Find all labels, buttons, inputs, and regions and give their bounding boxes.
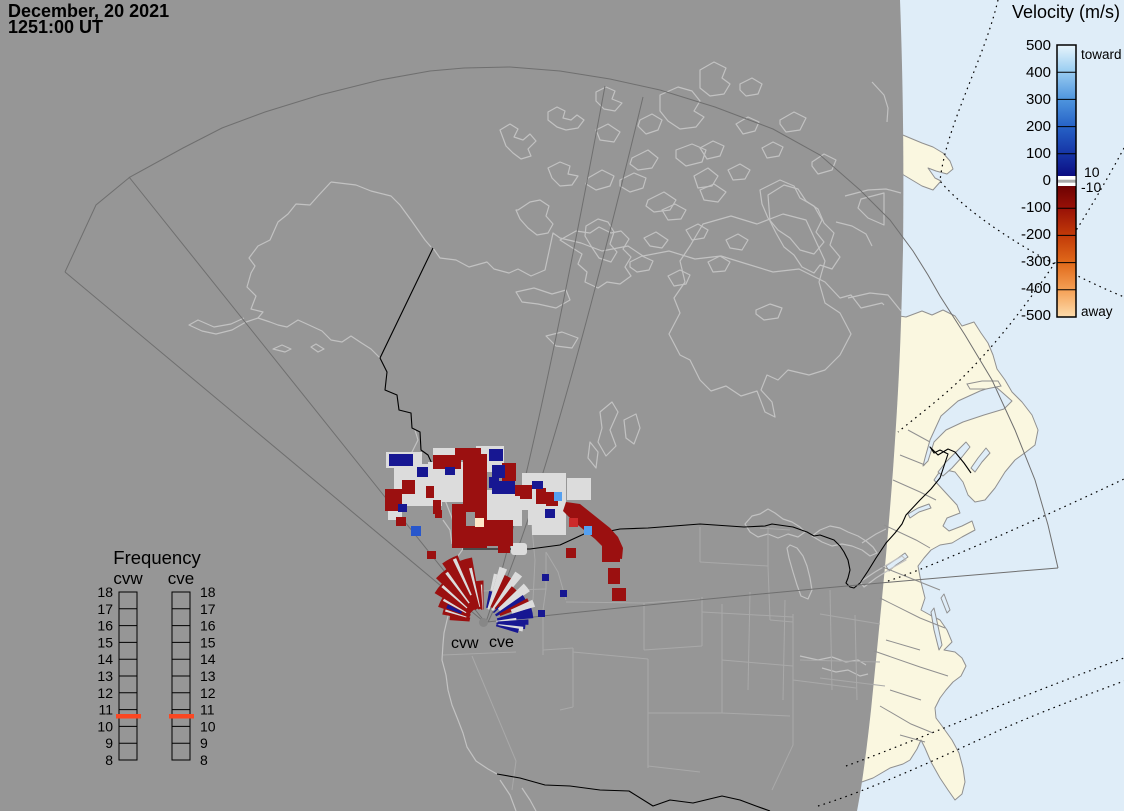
svg-text:18: 18 [200,584,216,600]
svg-text:-500: -500 [1021,307,1051,324]
svg-text:14: 14 [97,651,113,667]
svg-text:18: 18 [97,584,113,600]
svg-text:13: 13 [200,668,216,684]
svg-text:away: away [1081,304,1113,319]
svg-text:8: 8 [105,752,113,768]
svg-text:11: 11 [98,702,113,718]
svg-text:300: 300 [1026,91,1051,108]
svg-text:-300: -300 [1021,253,1051,270]
svg-text:cve: cve [168,569,194,588]
svg-text:200: 200 [1026,118,1051,135]
svg-text:9: 9 [105,735,113,751]
svg-text:17: 17 [97,601,113,617]
svg-text:toward: toward [1081,47,1122,62]
svg-text:1251:00 UT: 1251:00 UT [8,17,103,37]
svg-text:10: 10 [200,718,216,734]
svg-text:10: 10 [1084,164,1100,180]
svg-text:-10: -10 [1081,179,1101,195]
svg-text:cve: cve [489,634,514,651]
svg-text:Frequency: Frequency [113,547,201,568]
svg-text:Velocity (m/s): Velocity (m/s) [1012,2,1120,22]
svg-text:15: 15 [200,634,216,650]
svg-text:8: 8 [200,752,208,768]
svg-text:13: 13 [97,668,113,684]
svg-text:17: 17 [200,601,216,617]
svg-text:9: 9 [200,735,208,751]
svg-text:cvw: cvw [113,569,143,588]
svg-text:10: 10 [97,718,113,734]
svg-text:15: 15 [97,634,113,650]
svg-text:14: 14 [200,651,216,667]
svg-text:11: 11 [200,702,215,718]
svg-text:-200: -200 [1021,226,1051,243]
svg-text:500: 500 [1026,37,1051,54]
svg-text:cvw: cvw [451,635,479,652]
svg-text:12: 12 [97,685,113,701]
svg-text:December, 20 2021: December, 20 2021 [8,1,169,21]
svg-text:16: 16 [97,618,113,634]
svg-text:-100: -100 [1021,199,1051,216]
svg-text:100: 100 [1026,145,1051,162]
svg-text:400: 400 [1026,64,1051,81]
svg-text:0: 0 [1043,172,1051,189]
svg-text:16: 16 [200,618,216,634]
svg-text:12: 12 [200,685,216,701]
svg-text:-400: -400 [1021,280,1051,297]
